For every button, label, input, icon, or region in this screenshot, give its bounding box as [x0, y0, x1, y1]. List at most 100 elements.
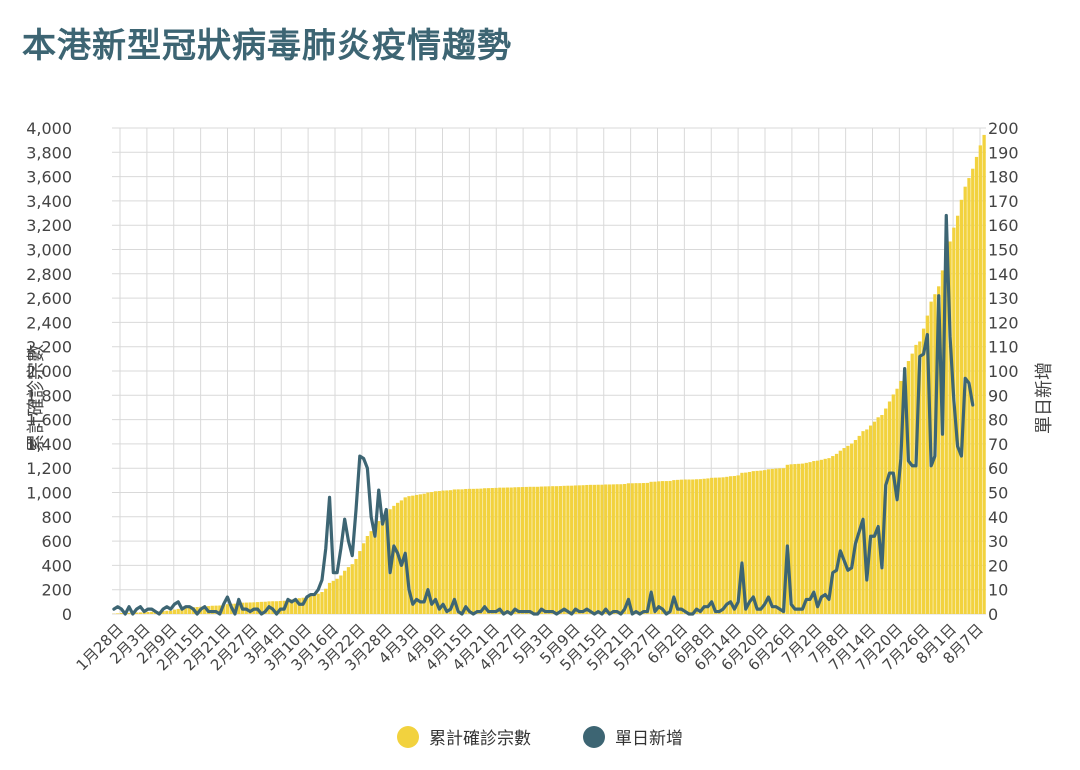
y-right-tick-label: 150 — [988, 241, 1019, 260]
cumulative-bar — [138, 612, 143, 614]
legend-item-cumulative[interactable]: 累計確診宗數 — [397, 724, 531, 749]
cumulative-bar — [305, 596, 309, 614]
cumulative-bar — [426, 492, 430, 614]
cumulative-bar — [899, 380, 903, 614]
legend-dot-cumulative-icon — [397, 725, 419, 748]
cumulative-bar — [274, 601, 279, 614]
cumulative-bar — [865, 429, 869, 614]
y-right-tick-label: 140 — [988, 265, 1019, 284]
cumulative-bar — [513, 487, 517, 614]
cumulative-bar — [150, 611, 154, 614]
cumulative-bar — [501, 487, 506, 614]
cumulative-bar — [623, 483, 627, 614]
cumulative-bar — [127, 612, 131, 614]
y-right-tick-label: 30 — [988, 532, 1008, 551]
cumulative-bar — [747, 471, 752, 614]
y-left-tick-label: 2,800 — [26, 265, 72, 284]
y-left-tick-label: 0 — [62, 605, 72, 624]
cumulative-bar — [558, 486, 562, 614]
cumulative-bar — [812, 461, 816, 614]
cumulative-bar — [592, 484, 597, 614]
cumulative-bar — [471, 488, 475, 614]
cumulative-bar — [853, 440, 858, 614]
cumulative-bar — [804, 462, 808, 614]
cumulative-bar — [645, 482, 650, 614]
cumulative-bar — [763, 470, 767, 614]
cumulative-bar — [887, 401, 892, 614]
cumulative-bar — [520, 487, 525, 614]
cumulative-bar — [237, 602, 241, 614]
cumulative-bar — [948, 241, 952, 614]
cumulative-bar — [800, 463, 805, 614]
cumulative-bar — [248, 602, 252, 614]
cumulative-bar — [694, 479, 699, 614]
cumulative-bar — [967, 178, 971, 615]
cumulative-bar — [460, 489, 464, 614]
cumulative-bar — [585, 484, 589, 614]
cumulative-bar — [778, 468, 782, 614]
y-left-tick-label: 3,000 — [26, 241, 72, 260]
cumulative-bar — [638, 483, 642, 614]
cumulative-bar — [316, 593, 320, 614]
cumulative-bar — [687, 479, 691, 614]
cumulative-bar — [335, 578, 339, 614]
cumulative-bar — [286, 600, 290, 614]
right-axis-ticks: 2001901801701601501401301201101009080706… — [988, 119, 1019, 624]
cumulative-bar — [702, 478, 706, 614]
cumulative-bar — [679, 479, 684, 614]
cumulative-bar — [422, 493, 426, 614]
cumulative-bar — [324, 588, 328, 614]
cumulative-bar — [868, 425, 873, 614]
cumulative-bar — [634, 483, 638, 614]
cumulative-bar — [169, 610, 173, 614]
cumulative-bar — [831, 456, 835, 614]
y-left-tick-label: 1,600 — [26, 411, 72, 430]
cumulative-bar — [781, 468, 786, 614]
cumulative-bar — [713, 477, 718, 614]
cumulative-bar — [653, 481, 657, 614]
cumulative-bar — [710, 477, 714, 614]
cumulative-bar — [740, 472, 744, 614]
right-axis-label: 單日新增 — [1034, 362, 1055, 434]
cumulative-bar — [297, 598, 301, 614]
y-left-tick-label: 4,000 — [26, 119, 72, 138]
cumulative-bar — [369, 531, 373, 614]
cumulative-bar — [407, 496, 411, 614]
cumulative-bar — [441, 490, 445, 614]
cumulative-bar — [698, 479, 702, 614]
cumulative-bar — [119, 613, 124, 614]
y-right-tick-label: 60 — [988, 459, 1008, 478]
cumulative-bar — [134, 612, 139, 614]
cumulative-bar — [486, 488, 491, 614]
cumulative-bar — [187, 607, 192, 614]
cumulative-bar — [604, 484, 608, 614]
cumulative-bar — [872, 421, 877, 614]
y-right-tick-label: 170 — [988, 192, 1019, 211]
cumulative-bar — [755, 470, 759, 614]
cumulative-bar — [581, 485, 585, 614]
cumulative-bar — [320, 592, 324, 614]
cumulative-bar — [880, 414, 884, 614]
y-left-tick-label: 3,600 — [26, 168, 72, 187]
cumulative-bar — [467, 488, 472, 614]
y-right-tick-label: 100 — [988, 362, 1019, 381]
cumulative-bar — [536, 486, 540, 614]
cumulative-bar — [959, 199, 964, 614]
cumulative-bar — [146, 611, 150, 614]
daily-line — [112, 213, 975, 616]
legend-item-daily[interactable]: 單日新增 — [583, 724, 683, 749]
cumulative-bar — [475, 488, 479, 614]
y-left-tick-label: 1,200 — [26, 459, 72, 478]
cumulative-bar — [819, 459, 824, 614]
y-right-tick-label: 160 — [988, 216, 1019, 235]
cumulative-bar — [857, 435, 861, 614]
y-left-tick-label: 400 — [41, 556, 72, 575]
cumulative-bar — [172, 609, 177, 614]
cumulative-bar — [630, 483, 634, 614]
cumulative-bar — [161, 611, 165, 614]
cumulative-bar — [974, 156, 979, 615]
cumulative-bar — [195, 607, 199, 614]
cumulative-bar — [668, 480, 672, 614]
cumulative-bar — [225, 604, 230, 614]
cumulative-bar — [834, 453, 839, 614]
